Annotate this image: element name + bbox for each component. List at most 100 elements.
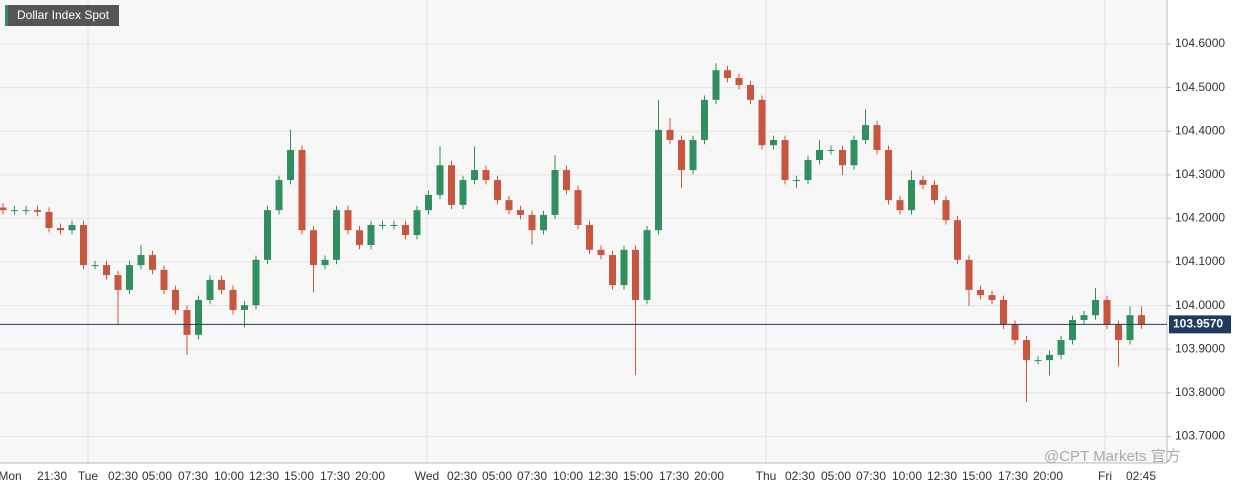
candle-body — [436, 165, 444, 195]
candle-body — [1023, 340, 1030, 361]
candle-body — [896, 200, 904, 211]
candle-body — [183, 309, 191, 335]
x-tick-label: 10:00 — [892, 469, 922, 483]
candle-body — [666, 129, 674, 140]
candle-body — [747, 85, 754, 100]
candle-body — [425, 194, 432, 211]
candle-body — [241, 305, 248, 310]
y-tick-label: 104.4000 — [1175, 123, 1225, 137]
candle-body — [287, 149, 294, 181]
x-tick-label: 07:30 — [178, 469, 208, 483]
candle-body — [1103, 299, 1111, 325]
candle-body — [517, 210, 524, 215]
x-tick-label: 07:30 — [856, 469, 886, 483]
y-tick-label: 104.2000 — [1175, 211, 1225, 225]
y-tick-label: 104.6000 — [1175, 36, 1225, 50]
candle-body — [344, 210, 352, 231]
candle-body — [1126, 315, 1134, 341]
last-price-label: 103.9570 — [1173, 317, 1223, 331]
candle-body — [873, 125, 881, 150]
candle-body — [252, 259, 260, 306]
candle-body — [632, 249, 639, 300]
candle-body — [505, 200, 513, 211]
candle-body — [862, 125, 869, 140]
candle-body — [735, 78, 743, 86]
x-tick-label: 15:00 — [623, 469, 653, 483]
x-tick-label: 20:00 — [694, 469, 724, 483]
candle-body — [160, 269, 168, 290]
candle-body — [356, 230, 363, 246]
candle-body — [816, 149, 823, 161]
candle-body — [988, 295, 996, 300]
candle-body — [390, 224, 398, 226]
x-tick-label: Tue — [78, 469, 99, 483]
candle-body — [678, 139, 685, 171]
x-tick-label: 21:30 — [37, 469, 67, 483]
candle-body — [1069, 320, 1076, 341]
x-tick-label: 12:30 — [588, 469, 618, 483]
x-tick-label: 17:30 — [320, 469, 350, 483]
x-tick-label: 02:30 — [447, 469, 477, 483]
candle-body — [149, 255, 156, 270]
candle-body — [528, 214, 536, 231]
candle-body — [655, 129, 662, 231]
candle-body — [701, 99, 708, 140]
candle-body — [804, 160, 812, 181]
candle-body — [459, 180, 467, 205]
candle-body — [275, 180, 283, 211]
candle-body — [229, 289, 237, 310]
candle-body — [563, 170, 570, 191]
title-background — [5, 5, 119, 26]
x-tick-label: Fri — [1098, 469, 1112, 483]
x-tick-label: Wed — [415, 469, 439, 483]
candle-body — [1057, 340, 1065, 355]
candle-body — [850, 139, 858, 166]
candle-body — [68, 224, 76, 231]
candle-body — [310, 230, 317, 266]
plot-area — [0, 0, 1167, 463]
x-tick-label: 05:00 — [142, 469, 172, 483]
title-accent — [5, 5, 8, 26]
candle-body — [724, 70, 731, 79]
candle-body — [22, 210, 30, 212]
x-tick-label: 12:30 — [249, 469, 279, 483]
x-tick-label: Mon — [0, 469, 22, 483]
candle-body — [586, 224, 593, 250]
candle-body — [126, 265, 133, 290]
candle-body — [540, 214, 547, 231]
x-tick-label: 02:30 — [785, 469, 815, 483]
candle-body — [1092, 299, 1099, 316]
x-tick-label: 10:00 — [553, 469, 583, 483]
candle-body — [827, 149, 835, 151]
candle-body — [781, 139, 789, 181]
candle-body — [770, 139, 777, 146]
x-tick-label: 05:00 — [482, 469, 512, 483]
watermark: @CPT Markets 官方 — [1044, 448, 1181, 465]
y-tick-label: 103.9000 — [1175, 341, 1225, 355]
candle-body — [494, 180, 501, 201]
candle-body — [1046, 354, 1053, 361]
candle-body — [11, 210, 18, 212]
x-tick-label: 02:30 — [108, 469, 138, 483]
candle-body — [137, 255, 145, 266]
candle-body — [57, 228, 64, 231]
candle-body — [471, 170, 478, 181]
candle-body — [172, 289, 179, 310]
x-tick-label: 20:00 — [1033, 469, 1063, 483]
candle-body — [413, 210, 421, 235]
candle-body — [264, 210, 271, 260]
y-tick-label: 103.7000 — [1175, 429, 1225, 443]
candle-body — [402, 224, 409, 235]
x-tick-label: 07:30 — [517, 469, 547, 483]
candle-body — [91, 265, 99, 267]
candles — [0, 63, 1145, 402]
candle-body — [931, 184, 938, 201]
candle-body — [379, 224, 386, 226]
candle-body — [333, 210, 340, 260]
candle-body — [321, 259, 329, 266]
candle-body — [1034, 360, 1042, 362]
candle-body — [1080, 315, 1088, 321]
candle-body — [80, 224, 87, 266]
candle-body — [977, 289, 984, 296]
grid — [0, 0, 1167, 463]
